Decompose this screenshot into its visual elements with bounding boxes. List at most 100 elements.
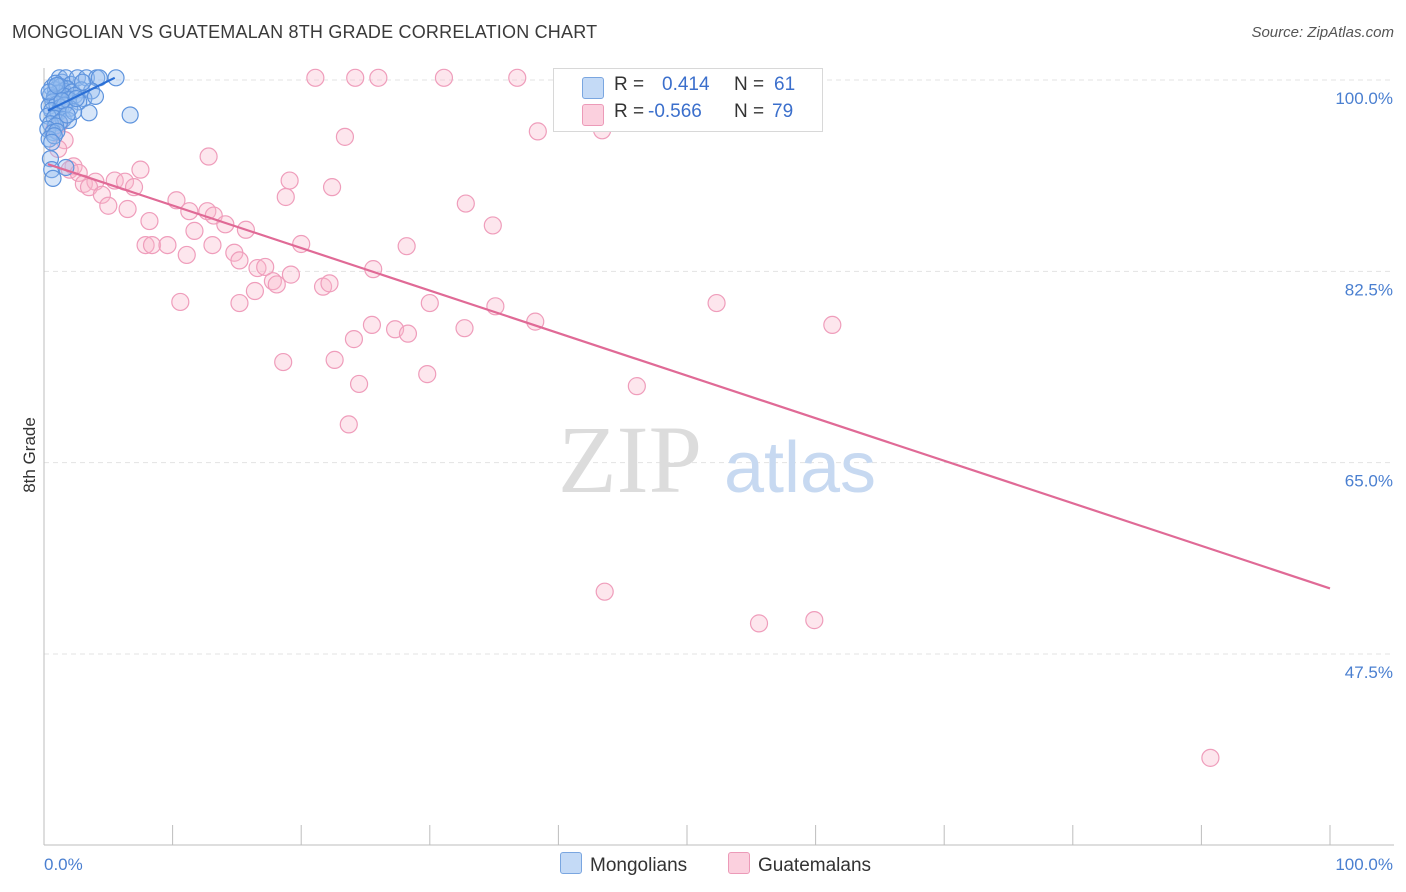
legend-swatch-mongolians	[582, 77, 604, 99]
guatemalans-point	[274, 352, 293, 372]
guatemalans-point	[171, 292, 190, 312]
guatemalans-point	[397, 237, 416, 256]
source-label: Source: ZipAtlas.com	[1251, 24, 1394, 41]
guatemalans-point	[749, 614, 769, 633]
x-tick-label: 100.0%	[1335, 855, 1393, 874]
mongolians-point	[73, 73, 92, 91]
guatemalans-point	[344, 330, 364, 349]
guatemalans-point	[322, 178, 342, 197]
legend-n-label: N =	[734, 101, 765, 122]
mongolians-point	[107, 69, 125, 87]
y-tick-label: 100.0%	[1335, 89, 1393, 108]
mongolians-point	[43, 133, 61, 151]
guatemalans-point	[230, 251, 249, 270]
guatemalans-point	[281, 265, 301, 284]
guatemalans-point	[335, 127, 355, 146]
legend-r-value: 0.414	[662, 74, 710, 95]
trend-lines	[47, 76, 1331, 590]
guatemalans-point	[256, 257, 275, 277]
guatemalans-point	[456, 194, 475, 213]
guatemalans-point	[483, 216, 502, 235]
guatemalans-point	[230, 293, 249, 313]
mongolians-point	[58, 106, 76, 124]
legend-r-value: -0.566	[648, 101, 702, 122]
mongolians-points	[39, 69, 139, 187]
legend-swatch-guatemalans	[582, 104, 604, 126]
guatemalans-point	[508, 68, 527, 87]
guatemalans-point	[1201, 748, 1220, 767]
guatemalans-point	[418, 365, 437, 384]
gridlines	[44, 79, 1394, 655]
y-axis-label: 8th Grade	[20, 417, 39, 493]
legend-r-label: R =	[614, 74, 645, 95]
chart-title: MONGOLIAN VS GUATEMALAN 8TH GRADE CORREL…	[12, 22, 598, 42]
mongolians-point	[121, 106, 139, 124]
watermark: ZIP atlas	[558, 406, 876, 513]
guatemalans-point	[92, 185, 111, 204]
bottom-legend-swatch-mongolians	[560, 852, 582, 874]
legend-n-value: 61	[774, 74, 796, 95]
guatemalans-point	[455, 319, 474, 338]
guatemalans-point	[595, 582, 614, 601]
guatemalans-point	[420, 293, 439, 313]
y-tick-label: 82.5%	[1345, 280, 1393, 299]
y-tick-label: 65.0%	[1345, 472, 1393, 491]
axes	[43, 68, 1394, 846]
guatemalans-point	[69, 163, 88, 183]
guatemalans-point	[131, 160, 150, 179]
y-tick-label: 47.5%	[1345, 663, 1393, 682]
guatemalans-point	[245, 281, 265, 301]
guatemalans-point	[248, 258, 267, 278]
guatemalans-point	[369, 68, 388, 87]
guatemalans-point	[528, 122, 547, 141]
bottom-legend-guatemalans: Guatemalans	[728, 852, 871, 877]
bottom-legend-swatch-guatemalans	[728, 852, 750, 874]
legend-row-mongolians: R = 0.414 N = 61	[554, 74, 822, 100]
mongolians-point	[44, 169, 62, 187]
legend-n-value: 79	[772, 101, 794, 122]
guatemalans-points	[45, 68, 1220, 767]
guatemalans-point	[346, 68, 365, 87]
guatemalans-point	[280, 171, 299, 190]
bottom-legend-label-guatemalans: Guatemalans	[758, 855, 872, 876]
mongolians-point	[80, 104, 98, 122]
guatemalans-point	[325, 350, 344, 369]
guatemalans-point	[99, 196, 118, 215]
guatemalans-point	[136, 235, 155, 255]
guatemalans-point	[805, 611, 824, 630]
guatemalans-point	[216, 215, 235, 234]
guatemalans-point	[339, 415, 358, 434]
guatemalans-point	[349, 374, 369, 394]
guatemalans-point	[627, 377, 646, 396]
legend-r-label: R =	[614, 101, 645, 122]
guatemalans-point	[142, 235, 162, 255]
watermark-zip: ZIP	[558, 406, 702, 513]
guatemalans-point	[434, 68, 454, 87]
legend: R = 0.414 N = 61 R = -0.566 N = 79	[553, 68, 823, 132]
bottom-legend-mongolians: Mongolians	[560, 852, 687, 877]
guatemalans-point	[276, 187, 295, 207]
guatemalans-point	[292, 234, 311, 254]
watermark-atlas: atlas	[724, 428, 876, 508]
guatemalans-point	[707, 293, 726, 313]
guatemalans-point	[398, 324, 418, 343]
guatemalans-point	[118, 199, 137, 219]
guatemalans-point	[158, 235, 177, 255]
guatemalans-point	[177, 245, 196, 265]
guatemalans-point	[306, 68, 325, 87]
mongolians-point	[48, 76, 66, 95]
mongolians-trend-line	[47, 76, 116, 112]
guatemalans-point	[140, 211, 159, 231]
guatemalans-point	[320, 274, 339, 293]
guatemalans-point	[267, 275, 286, 294]
x-tick-label: 0.0%	[44, 855, 83, 874]
tick-labels: 100.0% 82.5% 65.0% 47.5% 0.0% 100.0%	[44, 89, 1393, 874]
guatemalans-point	[823, 315, 842, 335]
guatemalans-point	[185, 221, 204, 240]
guatemalans-point	[362, 315, 382, 335]
guatemalans-trend-line	[47, 163, 1331, 590]
guatemalans-point	[203, 235, 222, 255]
bottom-legend-label-mongolians: Mongolians	[590, 855, 688, 876]
legend-n-label: N =	[734, 74, 765, 95]
